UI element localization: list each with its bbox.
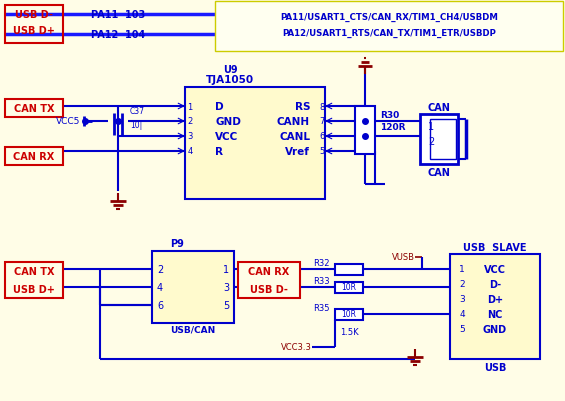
Text: 1: 1 [428, 122, 434, 132]
Bar [215, 2, 563, 52]
Bar [5, 148, 63, 166]
Text: 2: 2 [157, 264, 163, 274]
Text: 4: 4 [188, 147, 193, 156]
Text: USB: USB [484, 362, 506, 372]
Text: USB D+: USB D+ [13, 284, 55, 294]
Bar [420, 115, 458, 164]
Bar [5, 262, 63, 298]
Bar [355, 107, 375, 155]
Text: 1: 1 [188, 102, 193, 111]
Text: R33: R33 [314, 277, 330, 286]
Bar [152, 251, 234, 323]
Bar [238, 262, 300, 298]
Text: 1: 1 [223, 264, 229, 274]
Text: 7: 7 [319, 117, 325, 126]
Text: 10R: 10R [341, 283, 357, 292]
Text: VCC3.3: VCC3.3 [281, 342, 312, 352]
Text: CAN TX: CAN TX [14, 266, 54, 276]
Text: 2: 2 [428, 137, 434, 147]
Text: PA12/USART1_RTS/CAN_TX/TIM1_ETR/USBDP: PA12/USART1_RTS/CAN_TX/TIM1_ETR/USBDP [282, 28, 496, 37]
Text: PA11/USART1_CTS/CAN_RX/TIM1_CH4/USBDM: PA11/USART1_CTS/CAN_RX/TIM1_CH4/USBDM [280, 12, 498, 22]
Bar [335, 264, 363, 275]
Text: GND: GND [215, 117, 241, 127]
Text: CAN RX: CAN RX [249, 266, 290, 276]
Text: 3: 3 [223, 282, 229, 292]
Text: U9: U9 [223, 65, 237, 75]
Text: D: D [215, 102, 224, 112]
Text: CANH: CANH [277, 117, 310, 127]
Text: USB D-: USB D- [15, 10, 53, 20]
Text: 2: 2 [188, 117, 193, 126]
Text: USB/CAN: USB/CAN [171, 325, 216, 334]
Bar [185, 88, 325, 200]
Text: 5: 5 [223, 300, 229, 310]
Text: 10R: 10R [341, 310, 357, 319]
Text: Vref: Vref [285, 147, 310, 157]
Text: C37: C37 [130, 106, 145, 115]
Bar [5, 100, 63, 118]
Text: USB D-: USB D- [250, 284, 288, 294]
Text: R: R [215, 147, 223, 157]
Text: GND: GND [483, 324, 507, 334]
Bar [450, 254, 540, 359]
Text: 3: 3 [459, 295, 465, 304]
Text: TJA1050: TJA1050 [206, 75, 254, 85]
Text: P9: P9 [170, 239, 184, 248]
Text: 5: 5 [459, 325, 465, 334]
Text: VCC: VCC [215, 132, 238, 142]
Text: 2: 2 [459, 280, 465, 289]
Text: D-: D- [489, 279, 501, 289]
Text: R32: R32 [314, 259, 330, 268]
Text: 3: 3 [188, 132, 193, 141]
Text: USB D+: USB D+ [13, 26, 55, 36]
Text: CAN TX: CAN TX [14, 104, 54, 114]
Text: CAN: CAN [428, 103, 450, 113]
Text: 10|: 10| [130, 120, 142, 129]
Text: 6: 6 [319, 132, 325, 141]
Bar [335, 309, 363, 320]
Text: 120R: 120R [380, 122, 406, 131]
Text: VUSB: VUSB [392, 253, 415, 262]
Text: 5: 5 [319, 147, 325, 156]
Text: USB  SLAVE: USB SLAVE [463, 242, 527, 252]
Text: CAN: CAN [428, 168, 450, 178]
Text: R30: R30 [380, 110, 399, 119]
Text: VCC5: VCC5 [55, 117, 80, 126]
Text: PA12  104: PA12 104 [91, 30, 145, 40]
Bar [5, 6, 63, 44]
Text: 8: 8 [319, 102, 325, 111]
Text: 6: 6 [157, 300, 163, 310]
Text: VCC: VCC [484, 264, 506, 274]
Text: PA11  103: PA11 103 [91, 10, 145, 20]
Text: 1: 1 [459, 265, 465, 274]
Bar [335, 282, 363, 293]
Text: CANL: CANL [279, 132, 310, 142]
Text: D+: D+ [487, 294, 503, 304]
Text: 4: 4 [157, 282, 163, 292]
Text: 4: 4 [459, 310, 465, 319]
Text: NC: NC [487, 309, 503, 319]
Text: CAN RX: CAN RX [14, 152, 55, 162]
Text: RS: RS [294, 102, 310, 112]
Text: 1.5K: 1.5K [340, 328, 358, 337]
Text: R35: R35 [314, 304, 330, 313]
Bar [430, 120, 456, 160]
